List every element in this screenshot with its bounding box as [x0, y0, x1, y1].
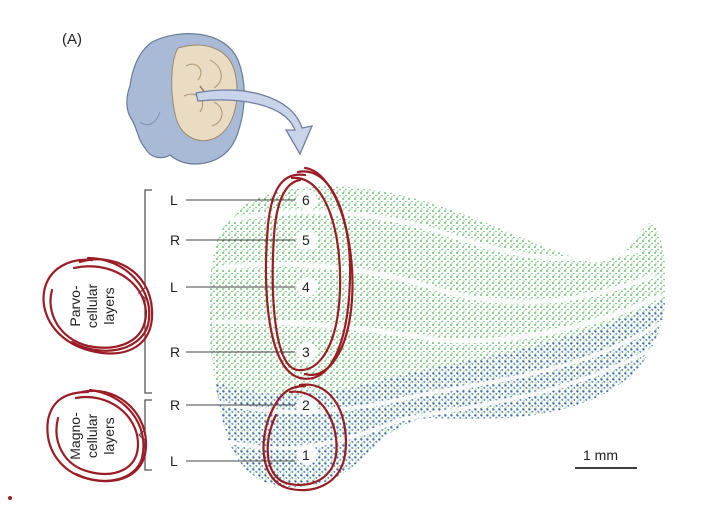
stray-dot [8, 496, 12, 500]
annotation-circle-layers-1-2 [262, 383, 347, 492]
eye-label: R [170, 344, 180, 360]
interlaminar-gap [229, 209, 641, 262]
layer-number: 1 [302, 447, 310, 463]
eye-label: L [170, 453, 178, 469]
eye-label: R [170, 232, 180, 248]
magno-label: Magno- cellular layers [67, 412, 117, 460]
layer-number: 2 [302, 397, 310, 413]
eye-label: L [170, 192, 178, 208]
interlaminar-gap [221, 343, 661, 451]
parvo-bracket [137, 189, 152, 394]
scale-bar-label: 1 mm [583, 447, 618, 463]
panel-label: (A) [62, 31, 82, 48]
pointer-arrow [195, 89, 314, 156]
layer-number: 6 [302, 192, 310, 208]
magno-bracket [137, 399, 152, 471]
interlaminar-gap [214, 318, 667, 414]
layer-number: 5 [302, 232, 310, 248]
annotation-circle-magno [74, 388, 145, 482]
eye-label: L [170, 279, 178, 295]
annotation-circle-layers-3-6 [303, 166, 354, 376]
eye-label: R [170, 397, 180, 413]
layer-labels: L R L R R L 6 5 4 3 2 1 [170, 190, 317, 469]
annotation-circle-layers-1-2 [266, 390, 338, 487]
parvo-label: Parvo- cellular layers [67, 283, 117, 328]
scale-bar: 1 mm [575, 447, 637, 469]
annotation-circle-magno [55, 395, 140, 475]
svg-text:Parvo-: Parvo- [67, 285, 83, 327]
svg-text:layers: layers [101, 287, 117, 324]
annotation-circle-parvo [49, 265, 148, 349]
svg-text:layers: layers [101, 417, 117, 454]
hand-annotations [42, 166, 354, 492]
interlaminar-gap [211, 292, 664, 344]
annotation-circle-parvo [70, 256, 151, 352]
interlaminar-gap [217, 261, 656, 305]
layer-number: 4 [302, 279, 310, 295]
svg-text:Magno-: Magno- [67, 412, 83, 460]
annotation-circle-layers-3-6 [271, 176, 342, 372]
layer-number: 3 [302, 344, 310, 360]
svg-text:cellular: cellular [84, 413, 100, 458]
svg-text:cellular: cellular [84, 283, 100, 328]
annotation-circle-parvo [42, 258, 154, 355]
